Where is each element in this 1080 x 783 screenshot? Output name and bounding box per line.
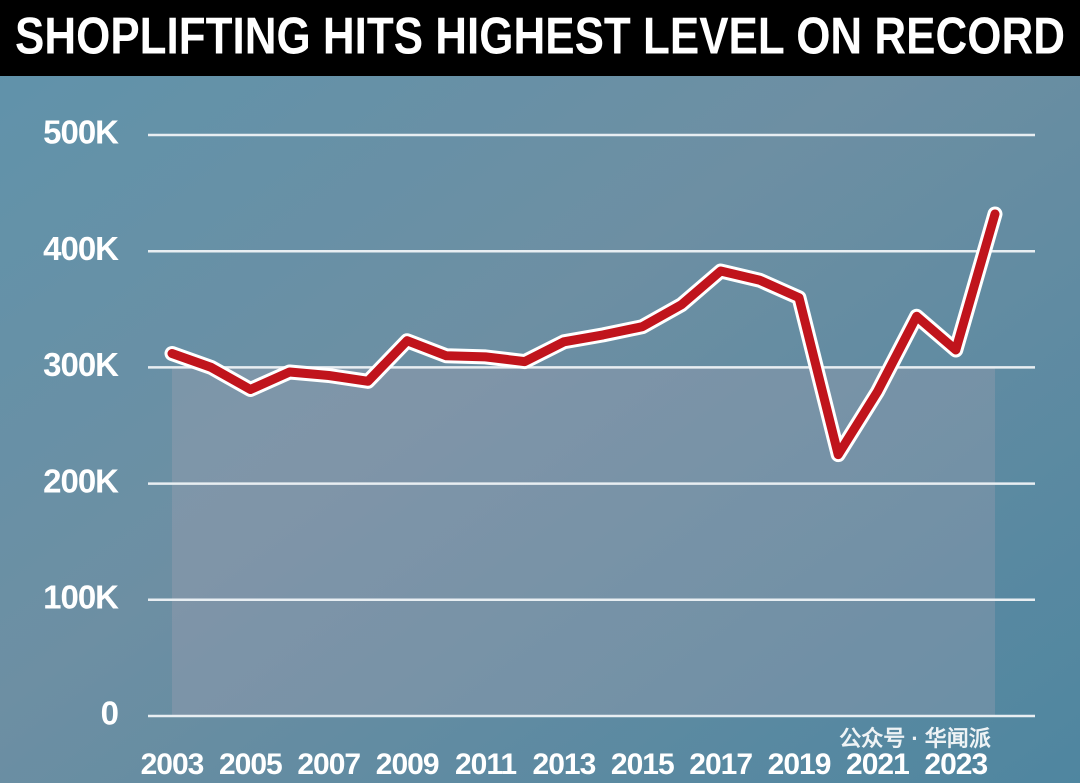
x-tick-label: 2017 — [689, 748, 752, 781]
y-tick-label: 200K — [43, 462, 119, 499]
x-tick-label: 2019 — [768, 748, 831, 781]
x-tick-label: 2023 — [924, 748, 987, 781]
x-tick-label: 2015 — [611, 748, 674, 781]
x-tick-label: 2009 — [376, 748, 439, 781]
title-bar — [0, 0, 1080, 76]
x-tick-label: 2007 — [297, 748, 360, 781]
plot-shade — [172, 368, 995, 716]
x-tick-label: 2013 — [533, 748, 596, 781]
y-tick-label: 500K — [43, 114, 119, 151]
x-tick-label: 2011 — [455, 748, 516, 781]
x-tick-label: 2003 — [141, 748, 204, 781]
y-tick-label: 100K — [43, 579, 119, 616]
x-tick-label: 2005 — [219, 748, 282, 781]
watermark: 公众号 · 华闻派 — [839, 726, 991, 751]
y-tick-label: 300K — [43, 346, 119, 383]
y-tick-label: 400K — [43, 230, 119, 267]
data-line — [167, 209, 1000, 460]
chart-title: SHOPLIFTING HITS HIGHEST LEVEL ON RECORD — [15, 8, 1065, 66]
x-tick-label: 2021 — [846, 748, 909, 781]
y-tick-label: 0 — [101, 695, 118, 732]
